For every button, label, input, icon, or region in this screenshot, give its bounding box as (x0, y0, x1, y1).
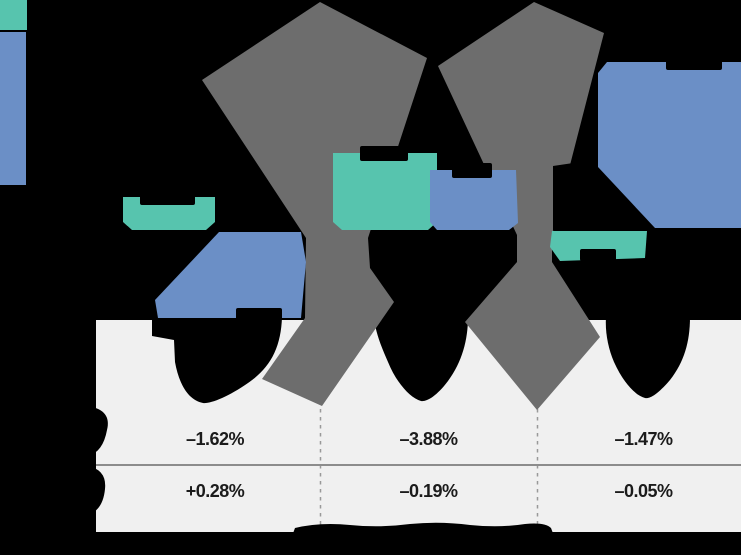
bar-group3-blue (598, 62, 741, 228)
bar-label-knockout-g1-blue (236, 308, 282, 320)
table-value-row1-col2: –3.88% (399, 429, 458, 449)
bar-label-knockout-g3-teal (580, 249, 616, 261)
bar-group3-teal (550, 231, 647, 261)
bar-label-knockout-g1-teal (140, 189, 195, 205)
arrow-occlusion-cut (553, 158, 662, 230)
table-value-row1-col1: –1.62% (185, 429, 245, 449)
table-value-row2-col3: –0.05% (614, 481, 673, 501)
caption-knockout-strip (292, 522, 554, 536)
legend-swatch-teal (0, 0, 27, 30)
bar-label-knockout-g2-blue (452, 163, 492, 178)
table-value-row2-col2: –0.19% (399, 481, 458, 501)
table-value-row2-col1: +0.28% (185, 481, 245, 501)
row-label-knockout-bottom (88, 466, 106, 515)
bar-group1-teal (123, 197, 215, 230)
bar-group2-blue (430, 170, 518, 230)
panel-cutout-left (152, 317, 282, 404)
bar-group2-teal (333, 153, 437, 230)
bar-label-knockout-g3-blue (666, 55, 722, 70)
bar-label-knockout-g2-teal (360, 146, 408, 161)
panel-cutout-right (605, 317, 690, 399)
panel-cutout-center (374, 317, 468, 402)
decline-arrow-right (438, 2, 604, 410)
legend-swatch-blue (0, 32, 26, 185)
row-label-knockout-top (88, 406, 108, 456)
table-value-row1-col3: –1.47% (614, 429, 673, 449)
decline-arrow-left (202, 2, 427, 406)
bar-group1-blue (155, 232, 306, 318)
